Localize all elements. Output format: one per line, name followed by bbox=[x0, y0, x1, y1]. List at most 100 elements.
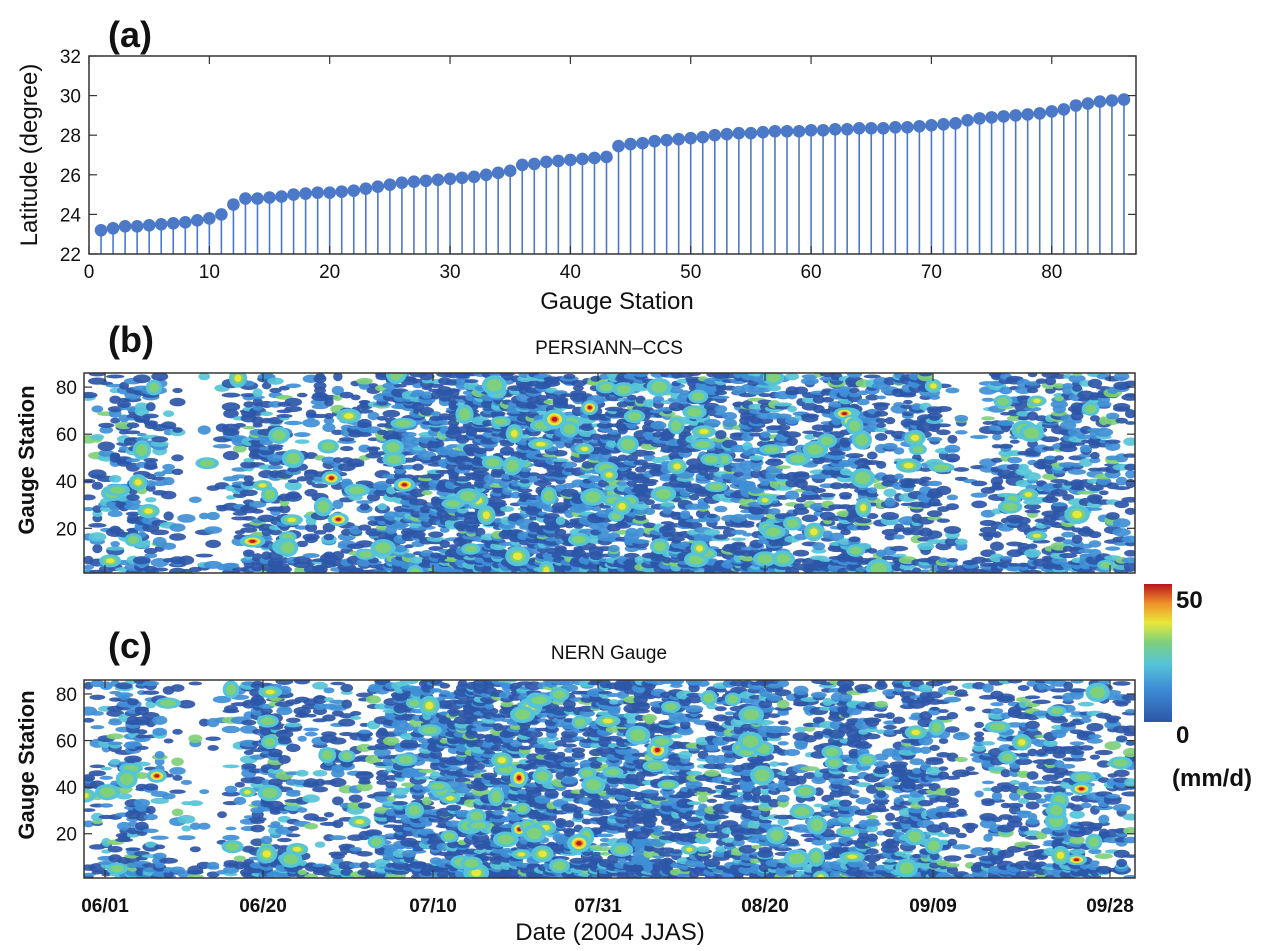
rain-hotspot bbox=[651, 381, 667, 392]
stem-point bbox=[444, 172, 457, 185]
rain-hotspot bbox=[618, 503, 626, 510]
rain-cell bbox=[1090, 452, 1100, 459]
stem-point bbox=[829, 123, 842, 136]
rain-cell bbox=[315, 373, 325, 380]
stem-point bbox=[588, 152, 601, 165]
rain-cell bbox=[428, 531, 443, 537]
rain-cell bbox=[244, 475, 254, 482]
rain-cell bbox=[340, 446, 353, 451]
rain-hotspot bbox=[460, 491, 476, 501]
rain-cell bbox=[270, 821, 280, 827]
rain-cell bbox=[992, 433, 1002, 440]
rain-cell bbox=[1024, 472, 1041, 481]
rain-cell bbox=[125, 847, 140, 851]
rain-cell bbox=[106, 547, 124, 551]
stem-point bbox=[1033, 107, 1046, 120]
rain-hotspot bbox=[486, 458, 500, 467]
rain-cell bbox=[285, 722, 301, 727]
rain-cell bbox=[91, 434, 105, 440]
rain-cell bbox=[296, 770, 309, 777]
rain-hotspot bbox=[136, 444, 147, 456]
rain-cell bbox=[894, 473, 903, 479]
rain-cell bbox=[767, 458, 781, 462]
rain-cell bbox=[159, 858, 178, 864]
rain-cell bbox=[680, 510, 690, 517]
y-axis-label-b: Gauge Station bbox=[14, 385, 39, 534]
y-tick-label: 40 bbox=[56, 472, 77, 493]
rain-hotspot bbox=[997, 397, 1009, 405]
stem-point bbox=[1094, 95, 1107, 108]
rain-cell bbox=[302, 794, 319, 802]
rain-cell bbox=[1106, 512, 1120, 520]
rain-cell bbox=[163, 477, 175, 485]
rain-cell bbox=[884, 497, 895, 507]
stem-point bbox=[1021, 108, 1034, 121]
stem-point bbox=[227, 198, 240, 211]
rain-cell bbox=[306, 714, 317, 718]
stem-point bbox=[287, 188, 300, 201]
rain-hotspot bbox=[913, 446, 924, 453]
rain-cell bbox=[235, 782, 245, 788]
rain-cell bbox=[234, 797, 247, 805]
rain-hotspot bbox=[128, 536, 139, 544]
rain-hotspot bbox=[699, 429, 708, 434]
rain-cell bbox=[162, 793, 176, 799]
rain-cell bbox=[339, 437, 355, 441]
rain-cell bbox=[464, 379, 478, 383]
rain-cell bbox=[944, 526, 961, 534]
rain-cell bbox=[785, 373, 799, 381]
rain-cell bbox=[955, 538, 968, 544]
rain-cell bbox=[199, 789, 209, 794]
rain-cell bbox=[161, 543, 176, 550]
stem-point bbox=[263, 191, 276, 204]
rain-cell bbox=[935, 406, 952, 412]
rain-cell bbox=[187, 874, 204, 880]
rain-cell bbox=[749, 455, 764, 461]
rain-cell bbox=[155, 751, 165, 759]
rain-cell bbox=[225, 786, 238, 793]
rain-cell bbox=[297, 393, 308, 398]
y-tick-label: 60 bbox=[56, 425, 77, 446]
rain-hotspot bbox=[849, 420, 860, 431]
rain-cell bbox=[1072, 535, 1083, 544]
rain-cell bbox=[304, 823, 318, 830]
rain-hotspot bbox=[402, 483, 407, 486]
stem-point bbox=[95, 224, 108, 237]
rain-hotspot bbox=[387, 455, 402, 464]
x-axis-label-a: Gauge Station bbox=[540, 288, 693, 315]
rain-cell bbox=[990, 542, 1004, 551]
stem-point bbox=[251, 192, 264, 205]
rain-cell bbox=[1018, 464, 1028, 471]
rain-cell bbox=[177, 835, 195, 840]
rain-cell bbox=[189, 496, 202, 503]
rain-hotspot bbox=[1072, 511, 1082, 518]
rain-hotspot bbox=[704, 455, 718, 463]
stem-point bbox=[396, 176, 409, 189]
rain-cell bbox=[954, 415, 968, 422]
rain-cell bbox=[342, 478, 352, 483]
rain-cell bbox=[279, 563, 290, 571]
rain-hotspot bbox=[329, 476, 334, 479]
rain-cell bbox=[349, 794, 363, 802]
rain-cell bbox=[920, 477, 931, 481]
rain-hotspot bbox=[446, 500, 461, 507]
rain-cell bbox=[241, 763, 256, 769]
rain-cell bbox=[277, 838, 292, 842]
stem-point bbox=[913, 120, 926, 133]
rain-cell bbox=[946, 503, 959, 510]
stem-point bbox=[925, 119, 938, 132]
rain-cell bbox=[1055, 455, 1065, 460]
rain-cell bbox=[786, 437, 798, 446]
rain-cell bbox=[1122, 557, 1140, 563]
rain-cell bbox=[1105, 439, 1121, 443]
panel-c-label: (c) bbox=[108, 625, 152, 666]
rain-hotspot bbox=[249, 540, 255, 543]
stem-point bbox=[1070, 99, 1083, 112]
rain-hotspot bbox=[762, 498, 768, 502]
rain-cell bbox=[205, 540, 221, 548]
x-tick-label-a: 20 bbox=[319, 262, 340, 283]
y-tick-label-a: 30 bbox=[60, 87, 81, 108]
rain-cell bbox=[1025, 509, 1041, 513]
rain-hotspot bbox=[790, 455, 806, 463]
rain-cell bbox=[707, 514, 717, 518]
